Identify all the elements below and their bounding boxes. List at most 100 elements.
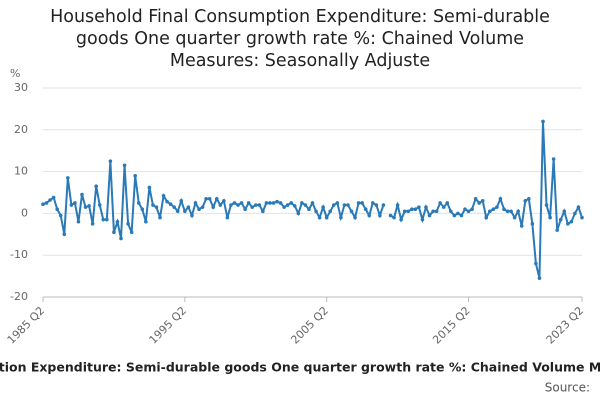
point [488,209,492,214]
point [158,215,162,220]
point [97,203,102,207]
point [285,203,290,207]
line [42,161,385,239]
point [441,205,446,209]
point [105,217,109,222]
point [342,203,347,207]
point [278,201,283,205]
point [395,203,400,207]
point [41,202,45,207]
point [537,276,542,280]
point [83,205,88,209]
point [253,203,258,207]
point [136,201,141,205]
point [324,215,329,220]
point [381,203,386,207]
point [502,207,506,212]
point [115,219,120,224]
point [69,203,74,207]
point [480,199,485,203]
point [321,205,325,209]
point [569,219,574,224]
point [218,203,223,207]
point [296,211,301,216]
point [179,199,184,203]
point [399,217,403,222]
point [367,213,372,218]
point [126,222,130,226]
point [431,209,435,214]
point [87,204,91,208]
point [512,215,517,220]
point [257,203,262,207]
point [172,205,177,209]
point [211,205,216,209]
point [200,205,205,209]
source: Source: [545,381,590,395]
point [122,163,127,168]
point [264,201,269,205]
point [76,219,81,224]
point [73,201,77,205]
point [484,215,489,220]
point [370,201,375,205]
point [417,205,421,209]
point [541,119,545,124]
point [112,230,116,235]
y-tick-label: -20 [10,290,28,303]
point [207,196,212,201]
footer: tion Expenditure: Semi-durable goods One… [0,360,600,375]
point [151,203,155,207]
point [246,201,251,205]
point [289,201,294,205]
point [119,236,123,241]
point [477,201,481,205]
point [183,209,187,214]
point [580,215,584,220]
y-tick-label: 20 [14,123,28,136]
point [66,176,70,180]
point [44,201,49,205]
chart-title: Household Final Consumption Expenditure:… [50,7,550,71]
point [214,196,219,201]
point [438,201,442,205]
point [402,209,407,214]
point [232,201,237,205]
point [229,203,233,207]
point [459,213,464,218]
point [168,202,173,207]
point [250,205,255,209]
x-tick-label: 2023 Q2 [544,304,587,347]
point [154,205,159,209]
point [466,209,471,214]
point [495,205,499,209]
point [292,204,297,208]
point [58,213,63,218]
point [445,201,450,205]
point [197,207,201,212]
point [161,194,166,198]
y-tick-label: 0 [21,206,28,219]
y-tick-label: -10 [10,248,28,261]
point [101,217,106,222]
point [505,209,510,214]
point [523,199,528,203]
point [544,203,549,207]
point [144,219,148,224]
y-tick-label: 10 [14,165,28,178]
point [555,228,559,232]
point [282,205,286,209]
point [303,203,308,207]
point [509,209,513,214]
point [186,205,191,209]
point [573,211,577,216]
point [175,209,180,214]
point [225,215,230,220]
point [548,215,552,220]
point [48,198,52,202]
x-tick-label: 2015 Q2 [430,304,473,347]
point [452,213,457,218]
point [374,203,379,207]
point [470,207,474,212]
